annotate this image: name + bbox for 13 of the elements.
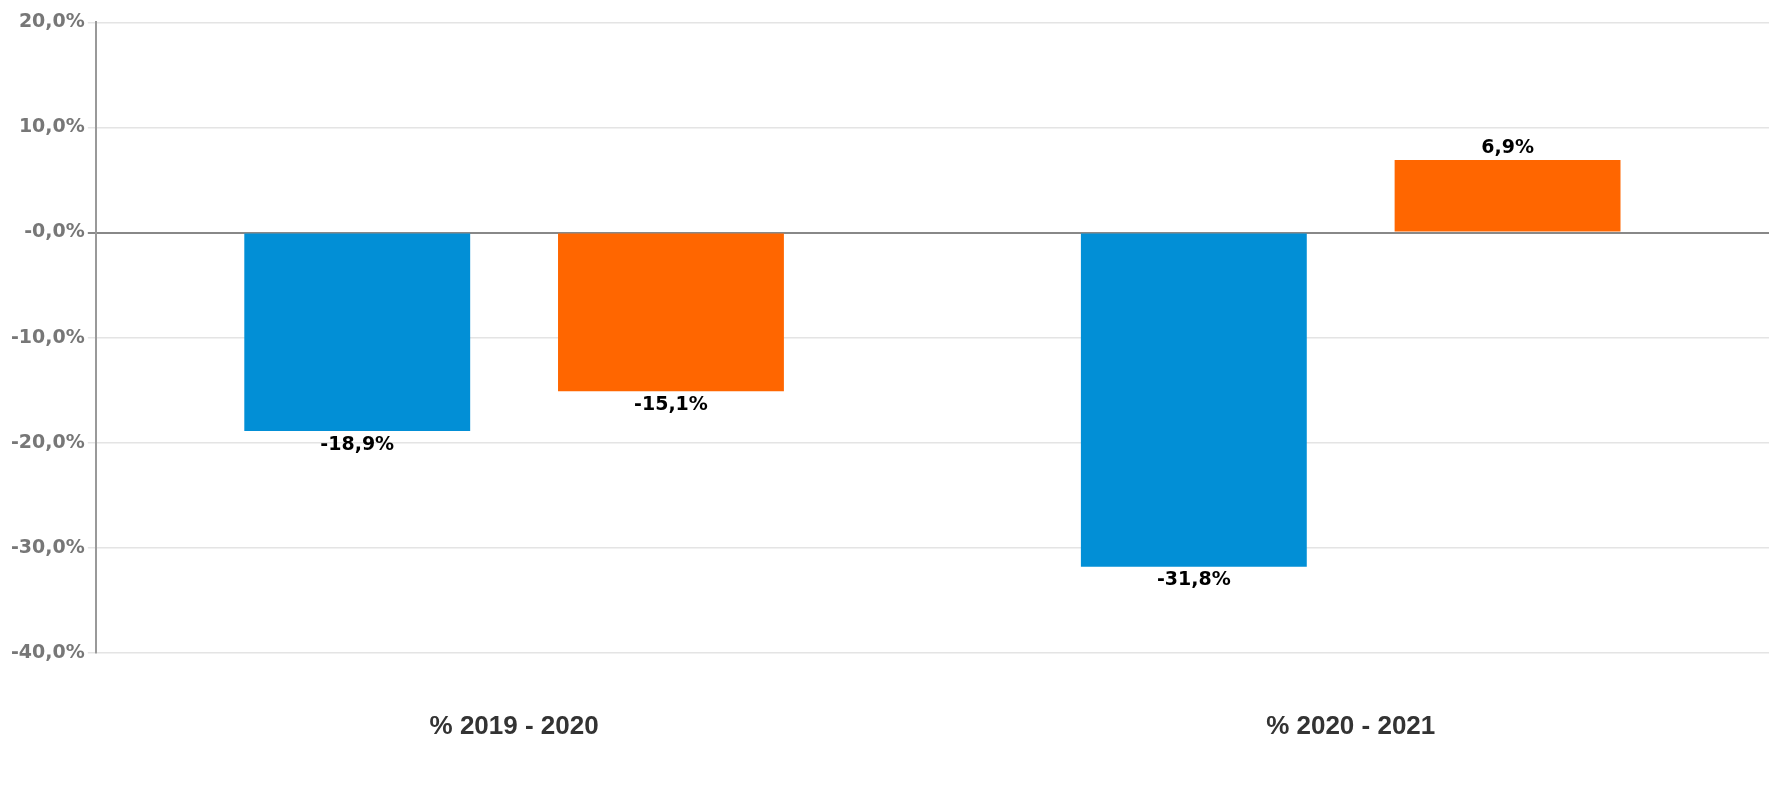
y-tick-label: -40,0%: [10, 639, 85, 662]
x-tick-label: % 2019 - 2020: [429, 709, 599, 740]
data-label: -15,1%: [634, 391, 708, 414]
y-tick-label: 20,0%: [18, 9, 85, 32]
y-tick-label: 10,0%: [18, 114, 85, 137]
data-label: -31,8%: [1156, 567, 1231, 590]
data-label: -18,9%: [320, 431, 395, 454]
x-tick-label: % 2020 - 2021: [1266, 709, 1436, 740]
data-label: 6,9%: [1481, 135, 1534, 158]
y-tick-label: -0,0%: [24, 219, 85, 242]
y-tick-label: -20,0%: [10, 429, 85, 452]
y-tick-label: -10,0%: [10, 324, 85, 347]
y-tick-label: -30,0%: [10, 534, 85, 557]
